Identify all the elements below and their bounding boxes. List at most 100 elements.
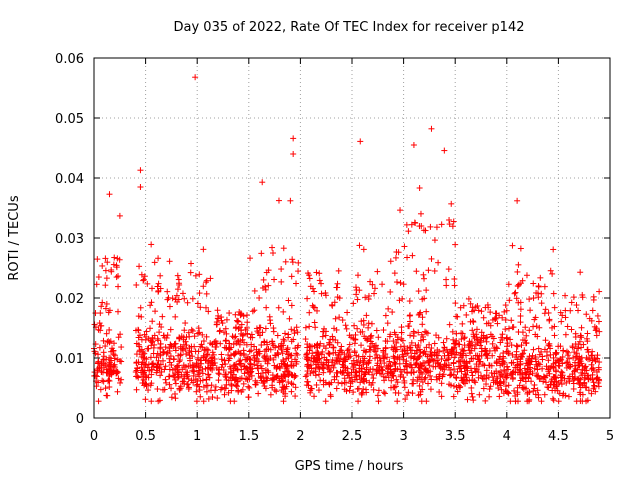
data-point: [404, 254, 411, 261]
data-point: [212, 387, 219, 394]
data-point: [336, 347, 343, 354]
data-point: [222, 325, 229, 332]
data-point: [440, 347, 447, 354]
data-point: [213, 340, 220, 347]
data-point: [388, 377, 395, 384]
data-point: [140, 277, 147, 284]
data-point: [398, 329, 405, 336]
data-point: [172, 380, 179, 387]
data-point: [324, 364, 331, 371]
data-point: [392, 254, 399, 261]
data-point: [371, 290, 378, 297]
data-point: [329, 336, 336, 343]
data-point: [284, 351, 291, 358]
data-point: [204, 371, 211, 378]
data-point: [414, 378, 421, 385]
data-point: [157, 351, 164, 358]
data-point: [168, 385, 175, 392]
data-point: [196, 387, 203, 394]
data-point: [438, 393, 445, 400]
data-point: [270, 342, 277, 349]
data-point: [280, 398, 287, 405]
data-point: [308, 365, 315, 372]
data-point: [270, 374, 277, 381]
data-point: [183, 351, 190, 358]
data-point: [245, 394, 252, 401]
data-point: [338, 380, 345, 387]
data-point: [388, 369, 395, 376]
data-point: [386, 358, 393, 365]
data-point: [320, 369, 327, 376]
data-point: [375, 334, 382, 341]
data-point: [158, 368, 165, 375]
data-point: [157, 345, 164, 352]
data-point: [197, 343, 204, 350]
data-point: [341, 379, 348, 386]
data-point: [312, 372, 319, 379]
data-point: [94, 367, 101, 374]
data-point: [213, 343, 220, 350]
data-point: [391, 270, 398, 277]
data-point: [292, 384, 299, 391]
data-point: [311, 288, 318, 295]
data-point: [265, 282, 272, 289]
chart-title: Day 035 of 2022, Rate Of TEC Index for r…: [174, 20, 525, 35]
data-point: [427, 348, 434, 355]
data-point: [263, 269, 270, 276]
data-point: [393, 346, 400, 353]
data-point: [187, 363, 194, 370]
data-point: [438, 380, 445, 387]
data-point: [427, 223, 434, 230]
data-point: [233, 383, 240, 390]
data-point: [273, 373, 280, 380]
data-point: [309, 285, 316, 292]
data-point: [261, 383, 268, 390]
data-point: [265, 369, 272, 376]
data-point: [401, 243, 408, 250]
data-point: [450, 359, 457, 366]
data-point: [348, 360, 355, 367]
data-point: [187, 357, 194, 364]
data-point: [218, 384, 225, 391]
data-point: [441, 344, 448, 351]
data-point: [402, 396, 409, 403]
data-point: [238, 388, 245, 395]
data-point: [157, 372, 164, 379]
data-point: [380, 389, 387, 396]
data-point: [181, 327, 188, 334]
data-point: [333, 326, 340, 333]
data-point: [174, 366, 181, 373]
data-point: [393, 279, 400, 286]
data-point: [110, 351, 117, 358]
data-point: [151, 259, 158, 266]
data-point: [215, 315, 222, 322]
data-point: [420, 271, 427, 278]
data-point: [145, 387, 152, 394]
data-point: [143, 356, 150, 363]
data-point: [240, 380, 247, 387]
data-point: [241, 352, 248, 359]
data-point: [366, 369, 373, 376]
data-point: [186, 345, 193, 352]
data-point: [115, 375, 122, 382]
data-point: [257, 362, 264, 369]
data-point: [379, 281, 386, 288]
data-point: [380, 373, 387, 380]
data-point: [401, 384, 408, 391]
data-point: [295, 259, 302, 266]
data-point: [365, 320, 372, 327]
data-point: [114, 356, 121, 363]
data-point: [168, 394, 175, 401]
data-point: [363, 386, 370, 393]
data-point: [374, 268, 381, 275]
data-point: [156, 397, 163, 404]
data-point: [315, 387, 322, 394]
data-point: [403, 350, 410, 357]
data-point: [210, 351, 217, 358]
data-point: [200, 246, 207, 253]
data-point: [315, 350, 322, 357]
data-point: [425, 267, 432, 274]
data-point: [350, 335, 357, 342]
data-point: [148, 299, 155, 306]
data-point: [400, 281, 407, 288]
